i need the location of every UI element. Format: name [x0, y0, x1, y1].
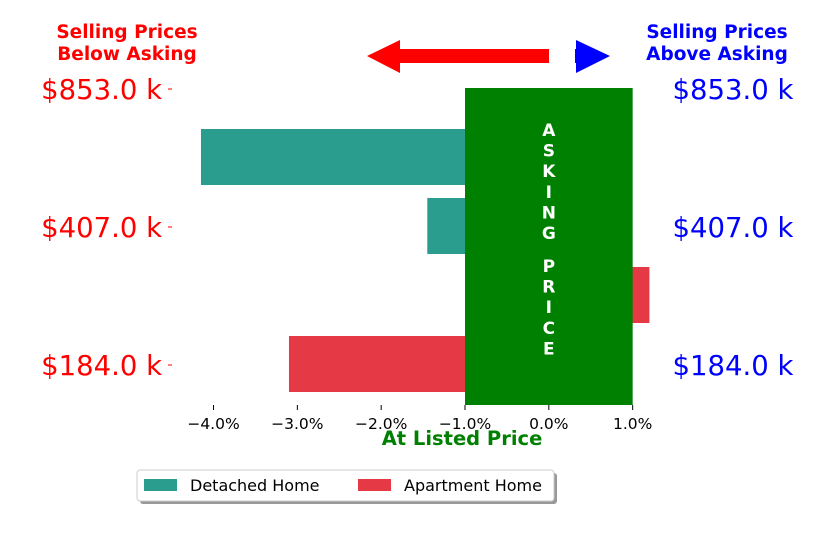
legend-swatch-detached-home — [144, 479, 177, 491]
asking-band-letter: N — [542, 203, 556, 223]
asking-band-letter: P — [543, 257, 555, 277]
x-tick-label: −2.0% — [355, 415, 407, 433]
x-axis-label: At Listed Price — [382, 427, 543, 450]
legend-label-detached-home: Detached Home — [190, 476, 320, 495]
y-tick-label-right: $184.0 k — [673, 350, 794, 382]
asking-band-letter: C — [543, 319, 555, 339]
x-tick-label: −3.0% — [271, 415, 323, 433]
x-tick-label: −1.0% — [439, 415, 491, 433]
y-tick-label-right: $853.0 k — [673, 74, 794, 106]
y-tick-label-left: $407.0 k — [41, 212, 162, 244]
legend-swatch-apartment-home — [358, 479, 391, 491]
asking-price-band — [465, 88, 633, 405]
annotation-below-asking: Below Asking — [57, 44, 197, 65]
asking-band-letter: I — [546, 298, 552, 318]
arrow-left-icon — [367, 40, 549, 73]
arrow-right-icon — [575, 40, 610, 73]
asking-band-letter: A — [542, 121, 556, 141]
legend-box — [136, 469, 555, 502]
annotation-above-asking: Above Asking — [646, 44, 788, 65]
asking-band-letter: K — [542, 162, 556, 182]
x-tick-label: −4.0% — [187, 415, 239, 433]
y-tick-label-left: $853.0 k — [41, 74, 162, 106]
asking-band-letter: E — [543, 339, 555, 359]
asking-band-letter: G — [542, 224, 556, 244]
annotation-above-asking: Selling Prices — [646, 22, 787, 43]
y-tick-label-left: $184.0 k — [41, 350, 162, 382]
annotation-below-asking: Selling Prices — [56, 22, 197, 43]
x-tick-label: 1.0% — [613, 415, 652, 433]
asking-band-letter: R — [542, 278, 555, 298]
x-tick-label: 0.0% — [529, 415, 568, 433]
y-tick-label-right: $407.0 k — [673, 212, 794, 244]
asking-band-letter: S — [543, 142, 555, 162]
legend-label-apartment-home: Apartment Home — [404, 476, 542, 495]
asking-band-letter: I — [546, 183, 552, 203]
